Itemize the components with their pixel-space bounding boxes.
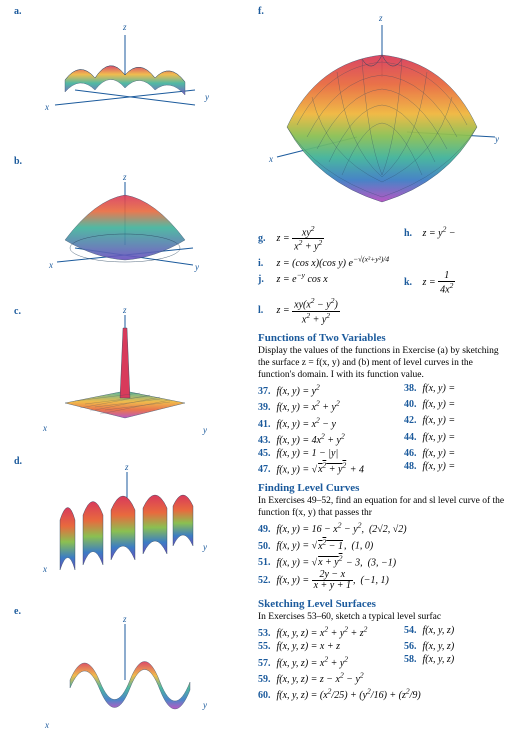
surface-c: c. z x y [0, 300, 250, 450]
label-a: a. [14, 6, 22, 17]
eq-row-i: i. z = (cos x)(cos y) e−√(x²+y²)/4 [252, 254, 512, 270]
plot-c: z x y [35, 303, 215, 448]
svg-text:y: y [202, 700, 207, 710]
svg-text:x: x [268, 154, 273, 164]
ex-53: 53. f(x, y, z) = x2 + y2 + z254. f(x, y,… [252, 624, 512, 640]
surface-e: e. z x y [0, 600, 250, 750]
plot-b: z x y [35, 170, 215, 280]
label-b: b. [14, 156, 22, 167]
eq-row-gh: g. z = xy2x2 + y2 h. z = y2 − [252, 224, 512, 254]
heading-functions: Functions of Two Variables [258, 332, 512, 344]
svg-text:y: y [202, 425, 207, 435]
svg-text:x: x [48, 260, 53, 270]
ex-47: 47. f(x, y) = √x2 + y2 + 448. f(x, y) = [252, 460, 512, 476]
svg-text:y: y [204, 92, 209, 102]
eq-row-l: l. z = xy(x2 − y2)x2 + y2 [252, 296, 512, 326]
para-level-surfaces: In Exercises 53–60, sketch a typical lev… [252, 612, 512, 624]
svg-text:z: z [122, 22, 127, 32]
plot-e: z x y [35, 610, 215, 740]
left-column: a. z x y b. z x y c. z x y [0, 0, 250, 750]
ex-52: 52. f(x, y) = 2y − xx + y + 1, (−1, 1) [252, 569, 512, 592]
svg-text:y: y [194, 262, 199, 272]
plot-f: z x y [257, 7, 507, 222]
svg-text:z: z [124, 462, 129, 472]
surface-d: d. z x y [0, 450, 250, 600]
right-column: f. z x y g. z = xy2x2 + y2 h. z = [250, 0, 514, 750]
para-level-curves: In Exercises 49–52, find an equation for… [252, 496, 512, 520]
ex-55: 55. f(x, y, z) = x + z56. f(x, y, z) [252, 640, 512, 653]
eq-row-jk: j. z = e−y cos x k. z = 14x2 [252, 270, 512, 296]
plot-a: z x y [35, 20, 215, 130]
surface-a: a. z x y [0, 0, 250, 150]
svg-text:z: z [378, 13, 383, 23]
surface-f: f. z x y [252, 4, 512, 224]
ex-41: 41. f(x, y) = x2 − y42. f(x, y) = [252, 414, 512, 430]
svg-text:x: x [42, 423, 47, 433]
ex-43: 43. f(x, y) = 4x2 + y244. f(x, y) = [252, 431, 512, 447]
plot-d: z x y [35, 460, 215, 590]
ex-39: 39. f(x, y) = x2 + y240. f(x, y) = [252, 398, 512, 414]
surface-b: b. z x y [0, 150, 250, 300]
svg-text:x: x [44, 102, 49, 112]
label-e: e. [14, 606, 21, 617]
ex-59: 59. f(x, y, z) = z − x2 − y2 [252, 670, 512, 686]
heading-level-curves: Finding Level Curves [258, 482, 512, 494]
ex-51: 51. f(x, y) = √x + y2 − 3, (3, −1) [252, 553, 512, 569]
heading-level-surfaces: Sketching Level Surfaces [258, 598, 512, 610]
svg-text:y: y [202, 542, 207, 552]
svg-text:z: z [122, 305, 127, 315]
ex-49: 49. f(x, y) = 16 − x2 − y2, (2√2, √2) [252, 520, 512, 536]
label-c: c. [14, 306, 21, 317]
ex-57: 57. f(x, y, z) = x2 + y258. f(x, y, z) [252, 653, 512, 669]
ex-50: 50. f(x, y) = √x2 − 1, (1, 0) [252, 536, 512, 552]
para-functions: Display the values of the functions in E… [252, 346, 512, 382]
ex-45: 45. f(x, y) = 1 − |y|46. f(x, y) = [252, 447, 512, 460]
svg-text:z: z [122, 614, 127, 624]
ex-37: 37. f(x, y) = y238. f(x, y) = [252, 382, 512, 398]
svg-text:z: z [122, 172, 127, 182]
ex-60: 60. f(x, y, z) = (x2/25) + (y2/16) + (z2… [252, 686, 512, 702]
svg-text:x: x [44, 720, 49, 730]
label-f: f. [258, 6, 264, 17]
label-d: d. [14, 456, 22, 467]
svg-text:y: y [494, 134, 499, 144]
svg-text:x: x [42, 564, 47, 574]
